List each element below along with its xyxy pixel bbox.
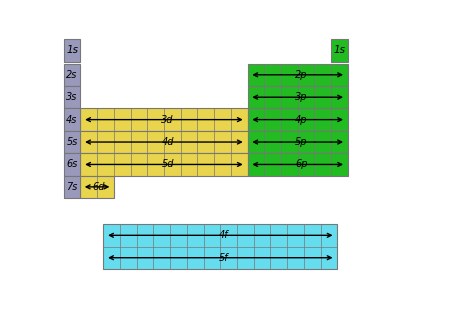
Text: 5s: 5s <box>66 137 78 147</box>
Text: 6s: 6s <box>66 159 78 169</box>
Bar <box>64 108 81 131</box>
Bar <box>64 39 81 62</box>
Bar <box>247 108 348 131</box>
Text: 2s: 2s <box>66 70 78 80</box>
Bar <box>81 176 114 198</box>
Bar <box>64 131 81 153</box>
Bar <box>81 153 247 176</box>
Text: 1s: 1s <box>333 45 346 55</box>
Text: 6p: 6p <box>295 159 308 169</box>
Bar <box>64 86 81 108</box>
Text: 3p: 3p <box>295 92 308 102</box>
Text: 1s: 1s <box>66 45 78 55</box>
Bar <box>64 176 81 198</box>
Text: 5f: 5f <box>219 253 229 263</box>
Bar <box>64 153 81 176</box>
Text: 3d: 3d <box>161 115 174 125</box>
Text: 5d: 5d <box>161 159 174 169</box>
Bar <box>103 224 337 269</box>
Bar <box>331 39 348 62</box>
Text: 6d: 6d <box>92 182 104 192</box>
Bar <box>64 64 81 86</box>
Bar <box>247 86 348 108</box>
Text: 5p: 5p <box>295 137 308 147</box>
Text: 7s: 7s <box>66 182 78 192</box>
Bar <box>247 64 348 86</box>
Text: 3s: 3s <box>66 92 78 102</box>
Text: 4d: 4d <box>161 137 174 147</box>
Text: 4f: 4f <box>219 230 229 240</box>
Text: 2p: 2p <box>295 70 308 80</box>
Text: 4s: 4s <box>66 115 78 125</box>
Bar <box>247 131 348 153</box>
Bar <box>81 131 247 153</box>
Text: 4p: 4p <box>295 115 308 125</box>
Bar <box>247 153 348 176</box>
Bar <box>81 108 247 131</box>
